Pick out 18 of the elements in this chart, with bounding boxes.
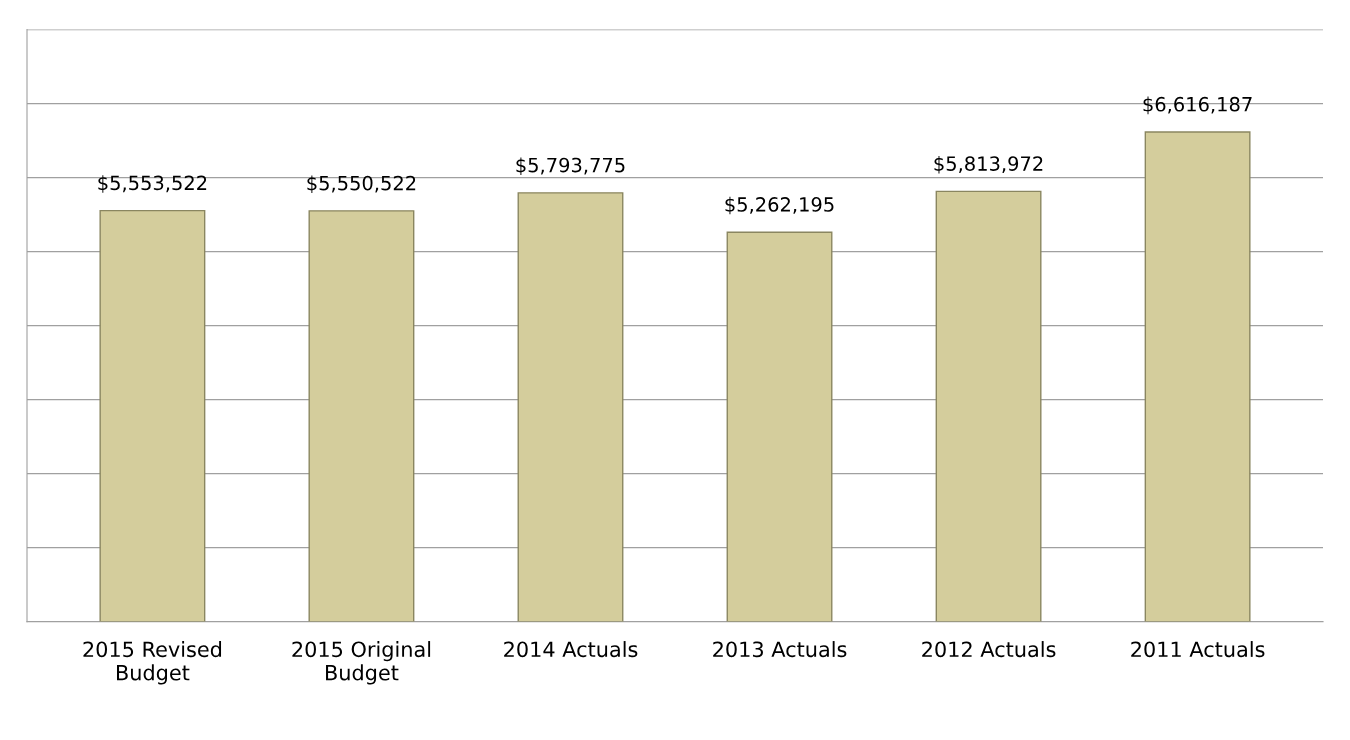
- bar: [99, 209, 206, 622]
- data-label: $5,262,195: [725, 196, 834, 215]
- bar: [1144, 131, 1251, 622]
- x-tick-label: 2011 Actuals: [1131, 641, 1265, 658]
- x-tick-label: 2015 Original Budget: [292, 641, 431, 685]
- data-label: $5,813,972: [934, 155, 1043, 174]
- bar: [726, 231, 833, 622]
- bar: [935, 190, 1042, 622]
- data-label: $6,616,187: [1143, 96, 1252, 115]
- data-label: $5,550,522: [307, 175, 416, 194]
- bar: [308, 210, 415, 622]
- x-tick-label: 2012 Actuals: [922, 641, 1056, 658]
- x-tick-label: 2013 Actuals: [713, 641, 847, 658]
- data-label: $5,793,775: [516, 157, 625, 176]
- data-label: $5,553,522: [98, 175, 207, 193]
- bar: [517, 192, 624, 622]
- x-tick-label: 2014 Actuals: [504, 641, 638, 658]
- x-tick-label: 2015 Revised Budget: [83, 641, 222, 685]
